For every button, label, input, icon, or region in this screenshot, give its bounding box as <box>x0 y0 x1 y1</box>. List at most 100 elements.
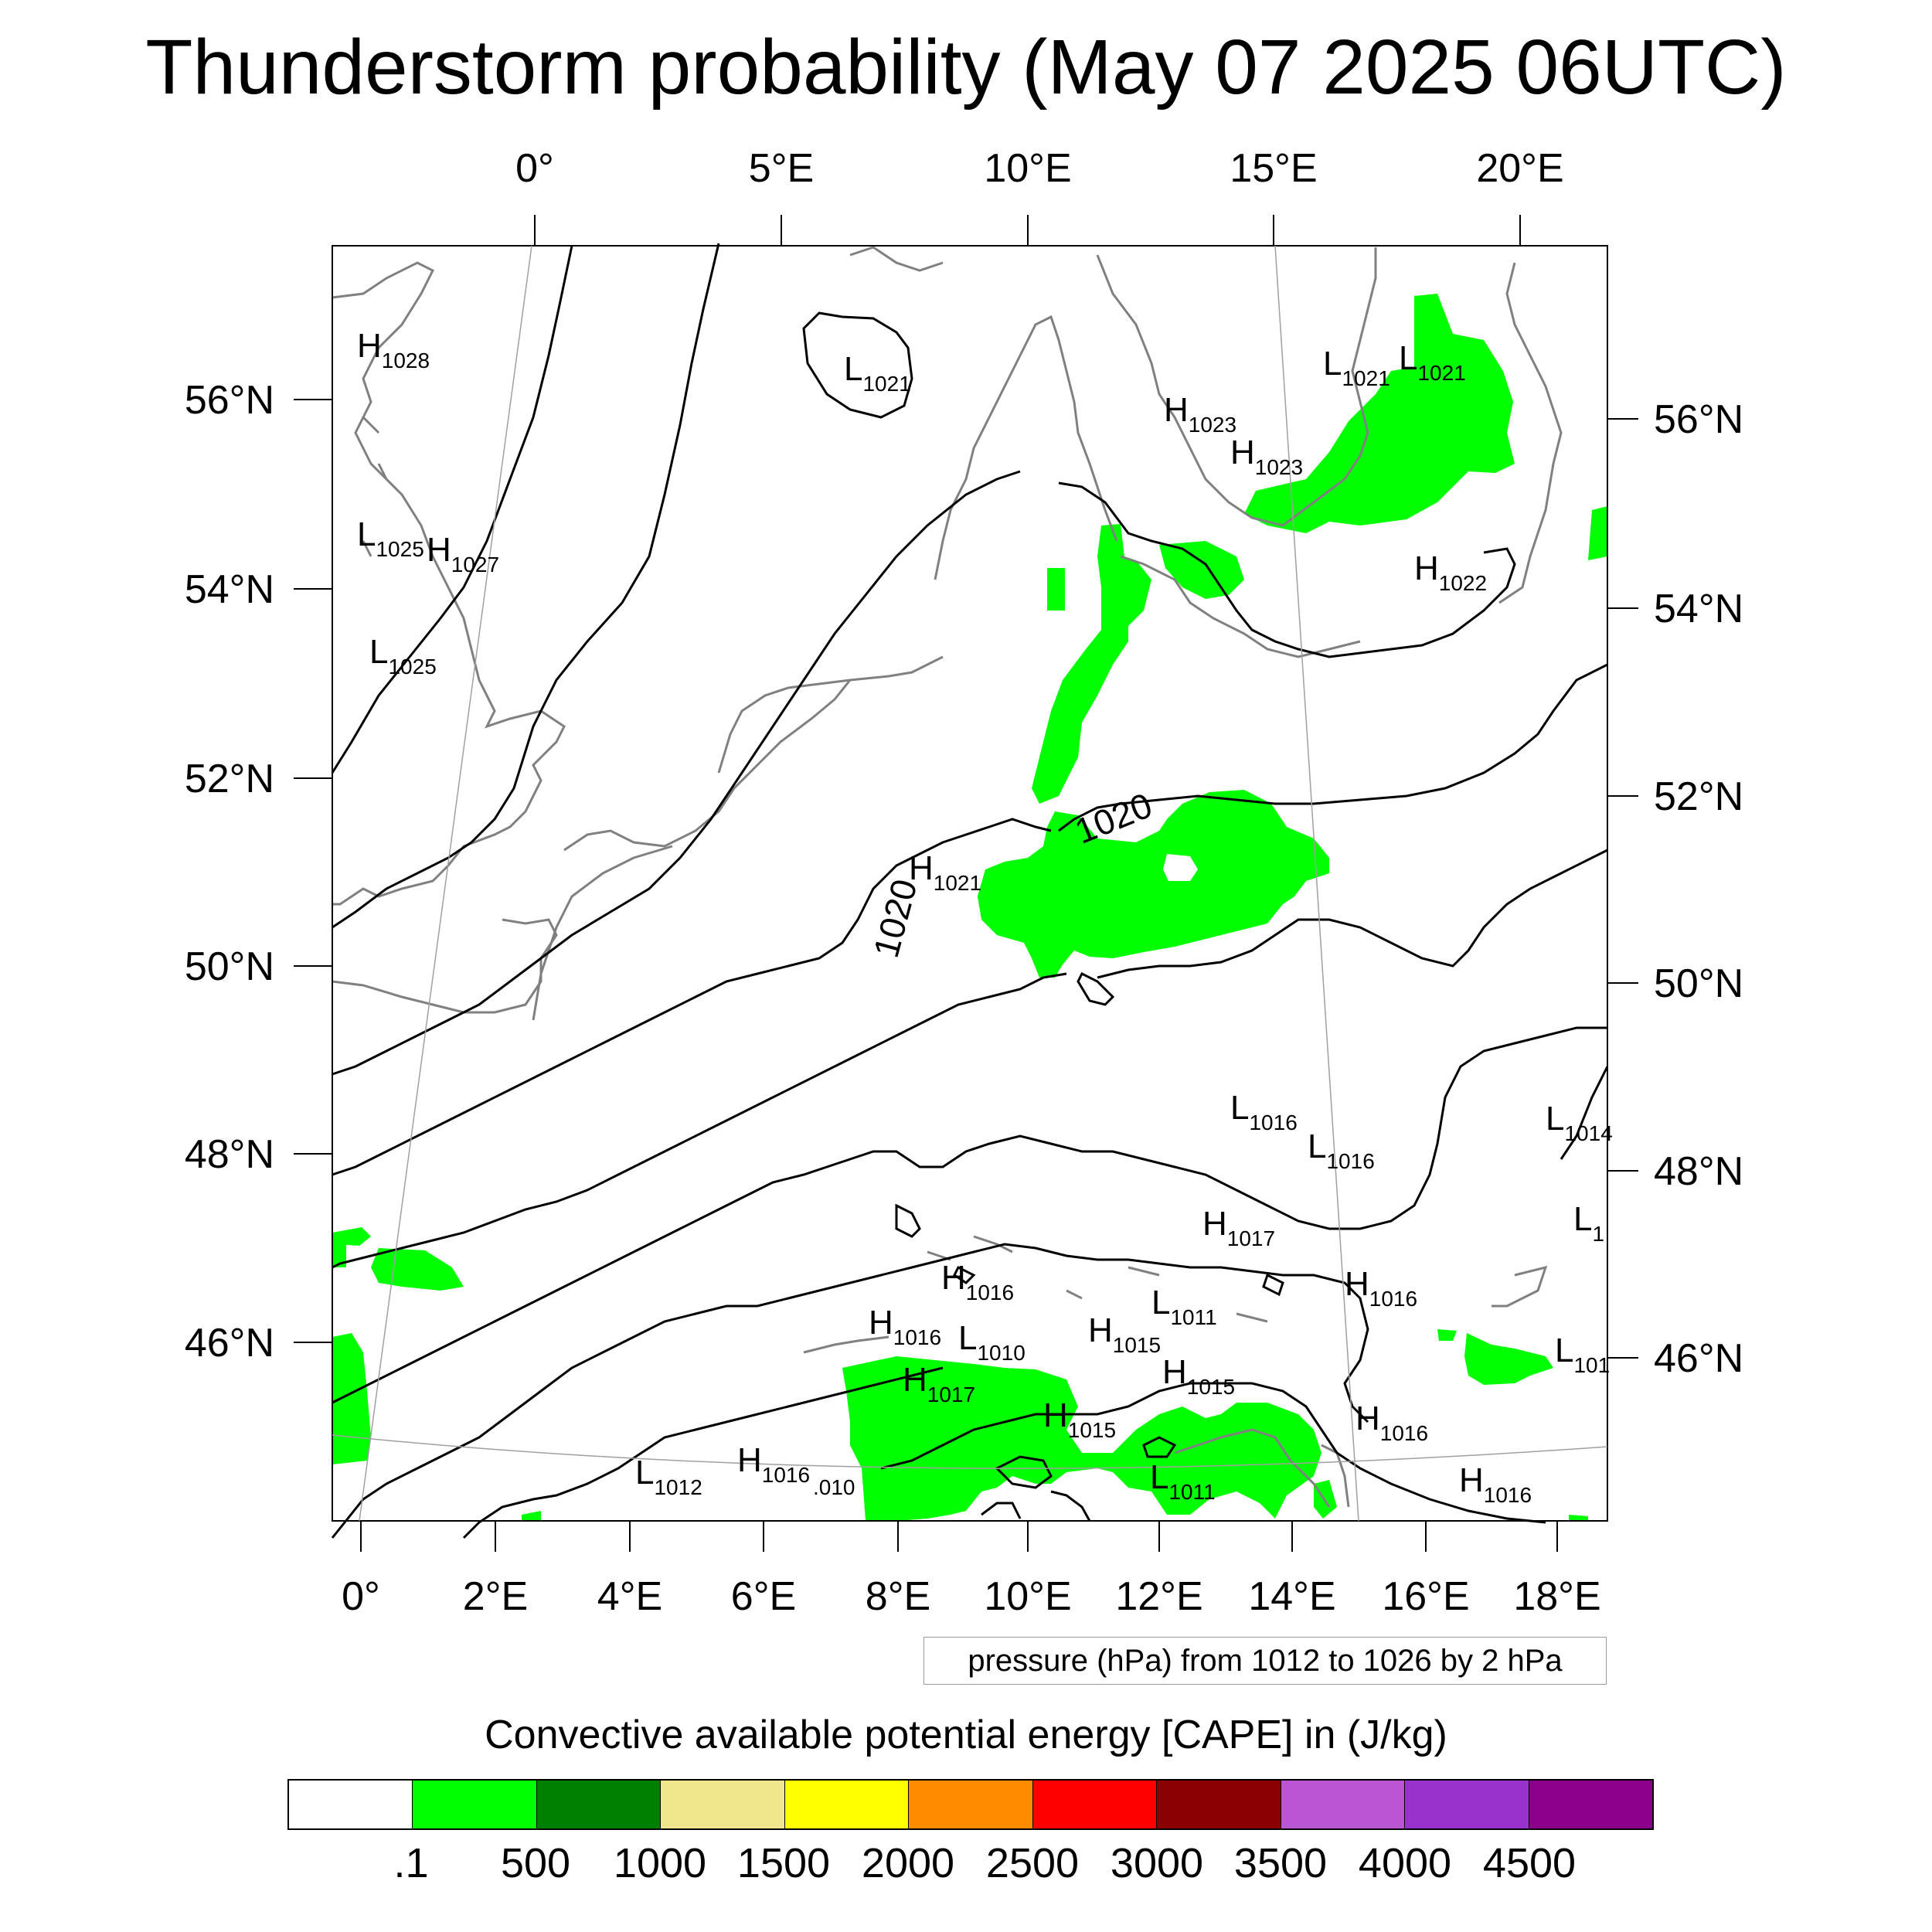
colorbar-segment <box>784 1781 910 1828</box>
isobar-11 <box>332 1026 1607 1404</box>
coast-uk <box>332 261 566 906</box>
pressure-center-label: L1016 <box>1230 1089 1298 1134</box>
pressure-center-label: L1021 <box>1399 339 1466 385</box>
cape-region-baltic-small <box>1159 541 1244 599</box>
pressure-center-label: H1027 <box>427 531 499 577</box>
pressure-center-label: H1016 <box>1459 1461 1532 1507</box>
cape-region-alps-west <box>842 1356 1321 1521</box>
coastlines <box>332 246 1563 1508</box>
pressure-center-label: L1014 <box>1546 1100 1613 1145</box>
isobar-12 <box>331 1066 1609 1539</box>
cape-region-small-south <box>522 1511 541 1521</box>
right-lat-label: 56°N <box>1654 397 1743 442</box>
cape-colorbar <box>287 1779 1654 1830</box>
top-lon-label: 10°E <box>984 146 1071 191</box>
pressure-center-label: H1028 <box>357 327 430 372</box>
pressure-center-label: L1010 <box>958 1319 1026 1365</box>
isobar-7 <box>332 818 1052 1176</box>
right-lat-label: 48°N <box>1654 1149 1743 1194</box>
right-latitude-labels: 56°N 54°N 52°N 50°N 48°N 46°N <box>1654 397 1743 1381</box>
colorbar-label: 500 <box>500 1840 571 1886</box>
isobar-8 <box>1077 971 1115 1006</box>
colorbar-label: 1500 <box>736 1840 831 1886</box>
cape-region-small-se2 <box>1569 1515 1588 1521</box>
pressure-center-label: H1017 <box>1202 1205 1275 1250</box>
map-frame <box>332 245 1608 1522</box>
top-longitude-labels: 0° 5°E 10°E 15°E 20°E <box>515 146 1564 191</box>
pressure-center-label: L1 <box>1573 1200 1604 1246</box>
left-lat-label: 48°N <box>185 1132 274 1177</box>
bottom-lon-label: 16°E <box>1382 1574 1469 1619</box>
pressure-center-label: H1016 <box>737 1441 810 1487</box>
coast-france-north <box>532 845 673 1021</box>
left-latitude-labels: 56°N 54°N 52°N 50°N 48°N 46°N <box>185 378 274 1366</box>
top-lon-label: 5°E <box>749 146 814 191</box>
pressure-center-label: H1016 <box>869 1304 941 1349</box>
pressure-center-label: L1011 <box>1150 1458 1216 1504</box>
meridian-0 <box>359 245 532 1522</box>
isobar-1 <box>331 245 573 774</box>
coast-uk-south <box>332 918 558 1014</box>
cape-region-central-europe <box>978 790 1329 978</box>
cape-region-west-3 <box>332 1233 346 1267</box>
colorbar-label: 4000 <box>1358 1840 1452 1886</box>
coast-baltic-east <box>1498 262 1563 604</box>
bottom-lon-label: 8°E <box>866 1574 930 1619</box>
colorbar-label: 2500 <box>985 1840 1080 1886</box>
left-lat-label: 52°N <box>185 757 274 801</box>
colorbar-label: 3500 <box>1233 1840 1328 1886</box>
colorbar-segment <box>1157 1781 1281 1828</box>
pressure-center-label: H1022 <box>1414 549 1487 595</box>
pressure-center-label: H1023 <box>1164 391 1236 437</box>
right-lat-label: 54°N <box>1654 587 1743 631</box>
pressure-center-label: L1011 <box>1151 1284 1217 1329</box>
coast-netherlands <box>717 655 944 774</box>
coast-islands-west <box>362 416 388 557</box>
bottom-lon-label: 18°E <box>1513 1574 1600 1619</box>
cape-shading <box>332 294 1607 1521</box>
colorbar-segment <box>661 1781 785 1828</box>
isobar-13 <box>462 1366 944 1539</box>
isobar-17 <box>981 1490 1091 1522</box>
pressure-center-label: L1016 <box>1308 1128 1375 1173</box>
pressure-center-label: H1016 <box>1345 1265 1417 1311</box>
bottom-lon-label: 6°E <box>731 1574 796 1619</box>
cape-region-adriatic <box>1464 1333 1553 1385</box>
graticule <box>332 245 1608 1522</box>
pressure-center-label: H1016 <box>941 1259 1014 1304</box>
pressure-center-label: L1021 <box>844 350 911 396</box>
colorbar-segment <box>1529 1781 1652 1828</box>
left-lat-label: 54°N <box>185 567 274 612</box>
right-lat-label: 50°N <box>1654 961 1743 1006</box>
cape-region-small-east <box>1437 1329 1457 1341</box>
isobar-3 <box>802 311 913 419</box>
bottom-lon-label: 4°E <box>597 1574 662 1619</box>
isobar-16 <box>995 1436 1177 1489</box>
colorbar-label: 1000 <box>613 1840 707 1886</box>
cape-region-hole <box>1163 854 1198 881</box>
bottom-longitude-labels: 0° 2°E 4°E 6°E 8°E 10°E 12°E 14°E 16°E 1… <box>342 1574 1601 1619</box>
pressure-center-label: H1015 <box>1043 1396 1116 1442</box>
bottom-lon-label: 12°E <box>1115 1574 1202 1619</box>
colorbar-label: 3000 <box>1110 1840 1204 1886</box>
cape-region-east-edge <box>1588 506 1607 560</box>
colorbar-segment <box>909 1781 1033 1828</box>
pressure-center-label: L1021 <box>1323 345 1390 390</box>
pressure-info-box: pressure (hPa) from 1012 to 1026 by 2 hP… <box>923 1637 1607 1685</box>
isobar-5 <box>1058 481 1516 658</box>
coast-adriatic <box>1174 1428 1350 1508</box>
chart-title: Thunderstorm probability (May 07 2025 06… <box>145 24 1787 111</box>
colorbar-segment <box>1281 1781 1406 1828</box>
top-lon-label: 0° <box>515 146 554 191</box>
isobar-9 <box>1097 849 1608 979</box>
colorbar-segment <box>1405 1781 1529 1828</box>
cape-region-west-2 <box>371 1248 464 1291</box>
right-lat-label: 46°N <box>1654 1336 1743 1381</box>
coast-denmark <box>934 315 1118 580</box>
pressure-center-label: H1017 <box>903 1361 975 1406</box>
meridian-15e <box>1274 245 1359 1522</box>
pressure-center-label: L1025 <box>357 515 424 561</box>
pressure-center-label: H1016 <box>1355 1400 1428 1445</box>
colorbar-label: 2000 <box>861 1840 955 1886</box>
